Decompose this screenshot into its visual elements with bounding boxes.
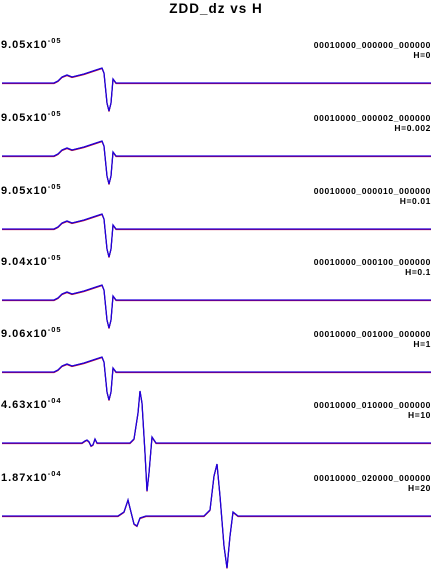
h-value-label: H=10 bbox=[408, 410, 431, 420]
h-value-label: H=0 bbox=[413, 50, 431, 60]
amplitude-label: 4.63x10-04 bbox=[1, 396, 62, 411]
trace-line-black bbox=[2, 140, 431, 185]
chart-title: ZDD_dz vs H bbox=[169, 1, 263, 16]
trace-code-label: 00010000_020000_000000 bbox=[314, 473, 431, 483]
trace-code-label: 00010000_010000_000000 bbox=[314, 400, 431, 410]
trace-code-label: 00010000_001000_000000 bbox=[314, 329, 431, 339]
trace-line-blue bbox=[2, 463, 431, 569]
trace-line-blue bbox=[2, 67, 431, 112]
trace-code-label: 00010000_000000_000000 bbox=[314, 40, 431, 50]
amplitude-label: 9.05x10-05 bbox=[1, 109, 62, 124]
trace-line-blue bbox=[2, 140, 431, 185]
trace-line-black bbox=[2, 356, 431, 401]
amplitude-label: 9.04x10-05 bbox=[1, 253, 62, 268]
trace-code-label: 00010000_000100_000000 bbox=[314, 257, 431, 267]
amplitude-label: 1.87x10-04 bbox=[1, 469, 62, 484]
amplitude-label: 9.05x10-05 bbox=[1, 36, 62, 51]
trace-line-blue bbox=[2, 284, 431, 329]
h-value-label: H=0.002 bbox=[394, 123, 431, 133]
amplitude-label: 9.05x10-05 bbox=[1, 182, 62, 197]
h-value-label: H=0.1 bbox=[405, 267, 431, 277]
trace-line-black bbox=[2, 213, 431, 258]
trace-line-blue bbox=[2, 356, 431, 401]
trace-code-label: 00010000_000010_000000 bbox=[314, 186, 431, 196]
panels-group: 9.05x10-05 00010000_000000_000000H=09.05x… bbox=[1, 36, 431, 569]
trace-line-blue bbox=[2, 213, 431, 258]
trace-line-black bbox=[2, 67, 431, 112]
amplitude-label: 9.06x10-05 bbox=[1, 325, 62, 340]
h-value-label: H=1 bbox=[413, 339, 431, 349]
h-value-label: H=0.01 bbox=[400, 196, 431, 206]
trace-line-blue bbox=[2, 390, 431, 492]
trace-line-black bbox=[2, 284, 431, 329]
h-value-label: H=20 bbox=[408, 483, 431, 493]
trace-code-label: 00010000_000002_000000 bbox=[314, 113, 431, 123]
